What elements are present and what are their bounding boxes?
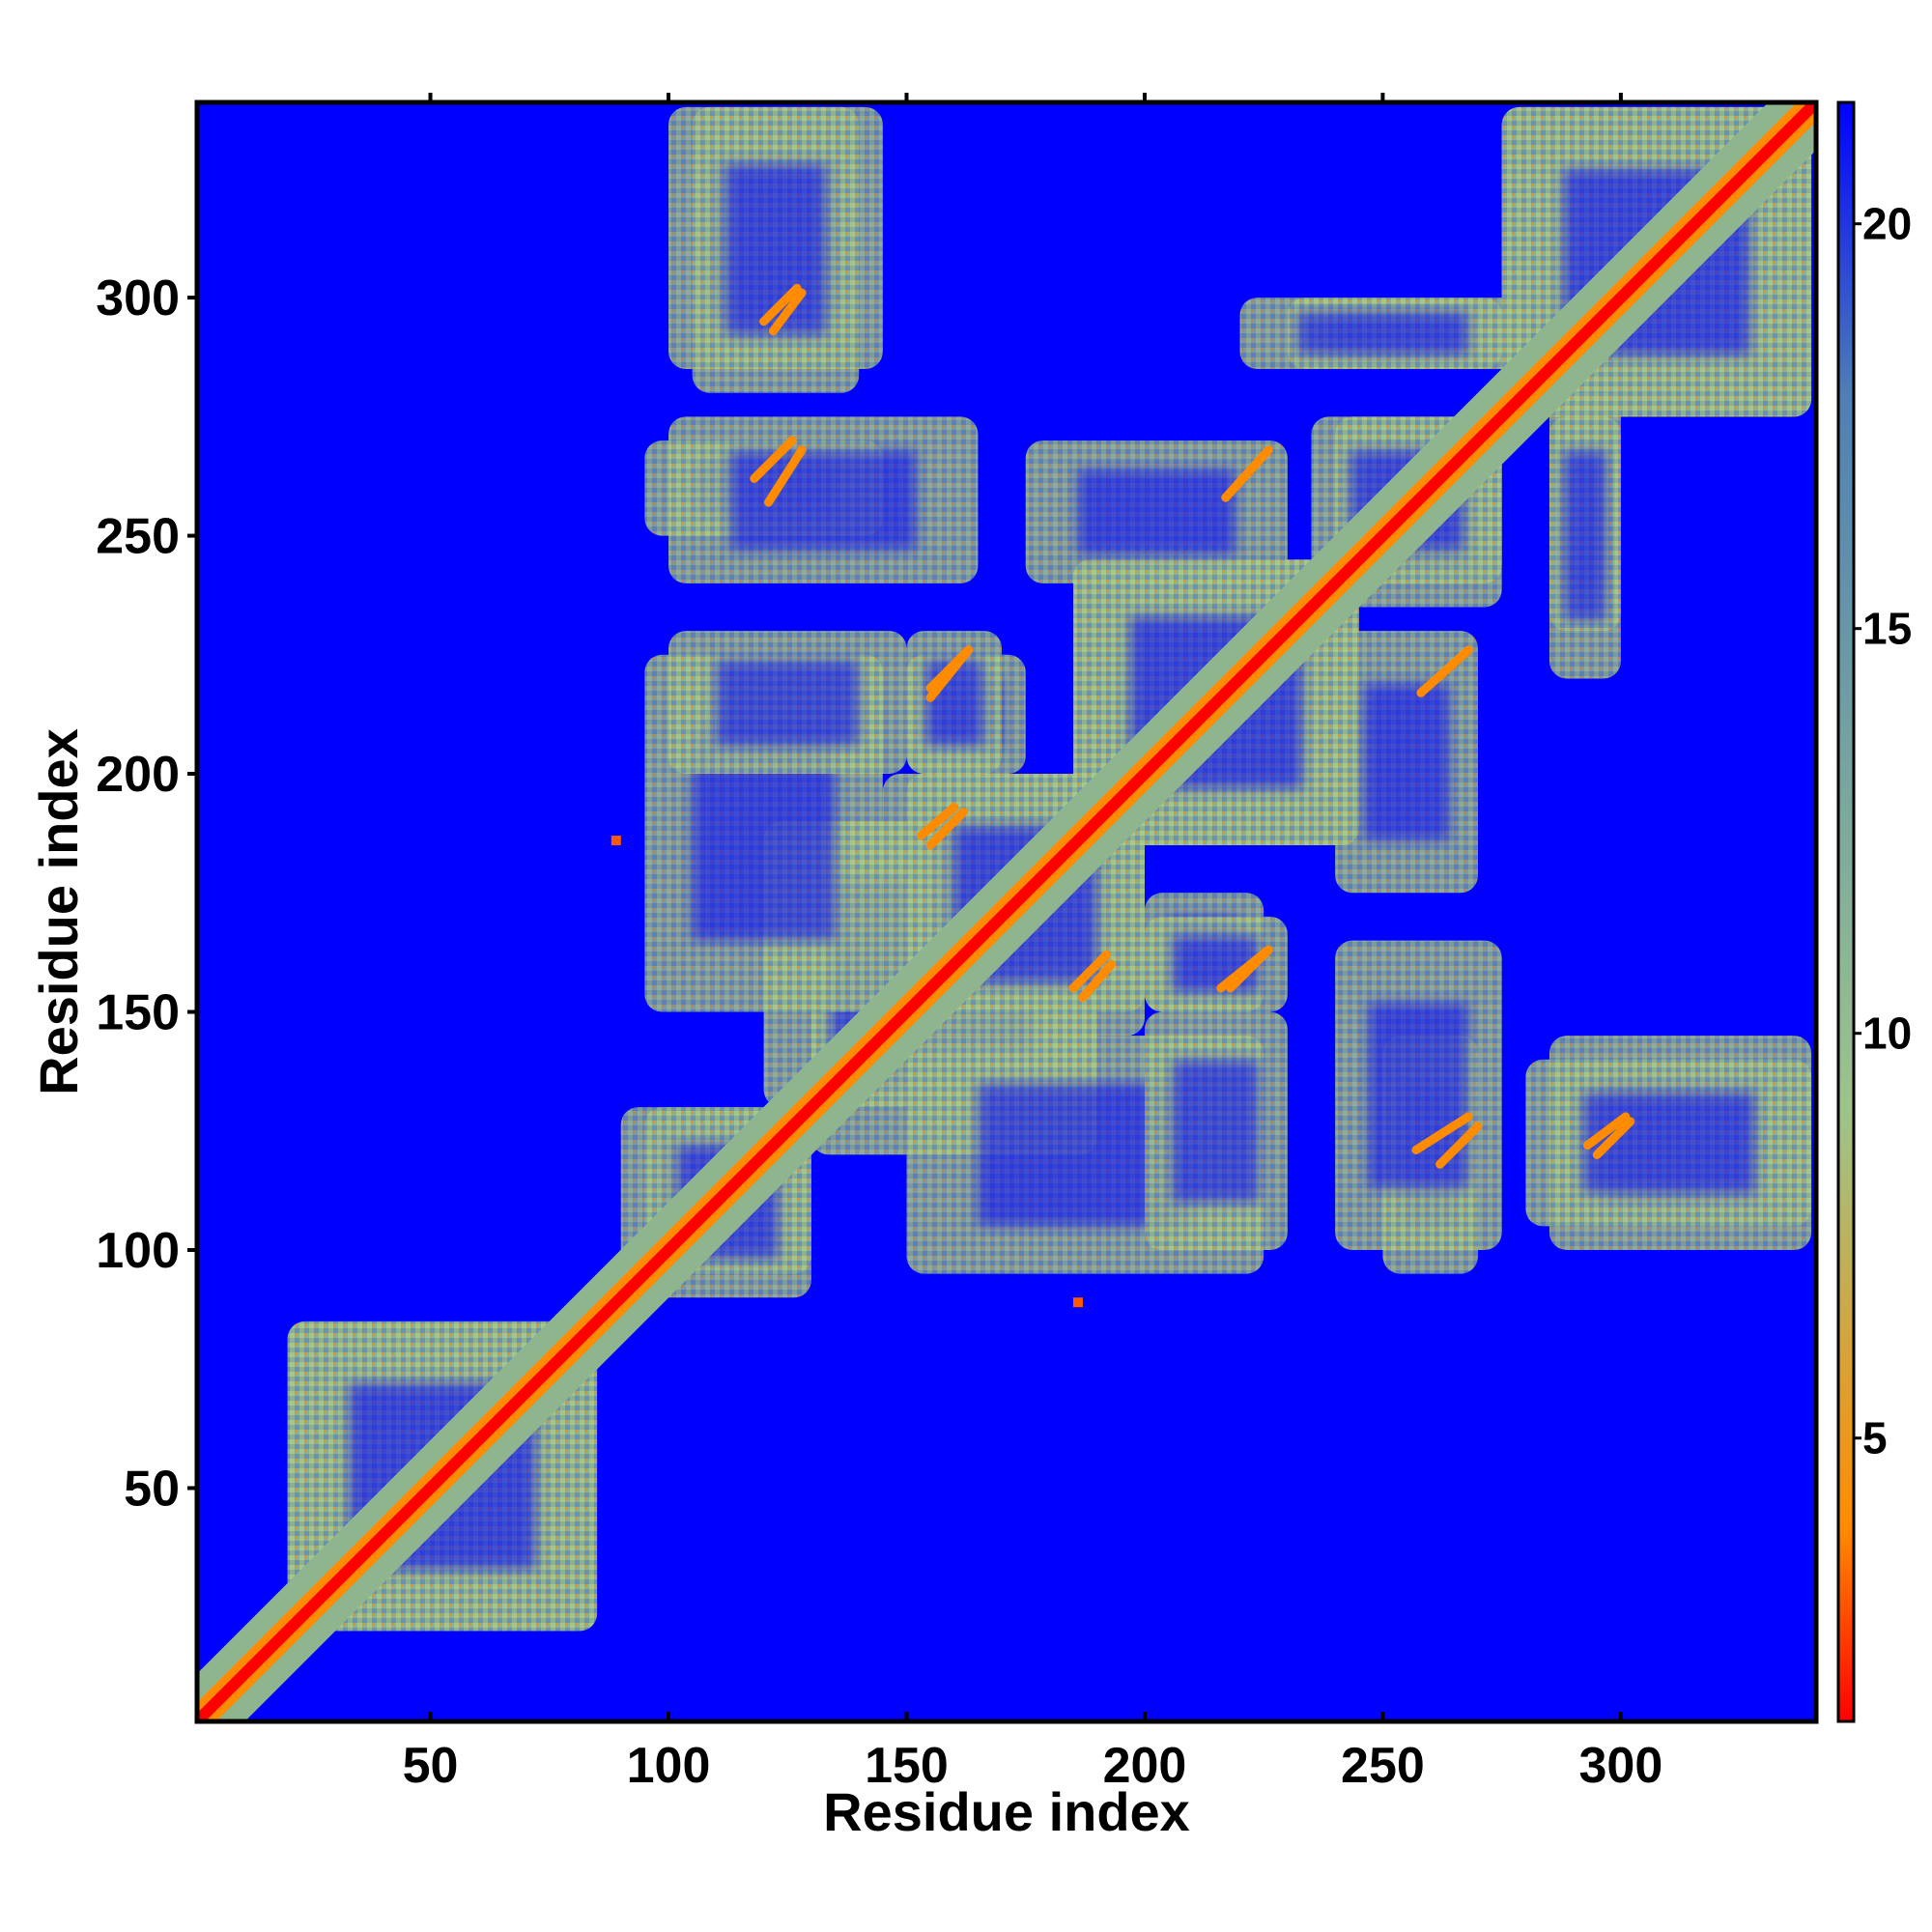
isolated-contacts xyxy=(611,836,1083,1308)
contact-region-hole-11 xyxy=(1077,469,1236,555)
short-contact-8 xyxy=(768,288,807,336)
short-contact-5-mirror xyxy=(750,436,797,483)
x-axis: 50 100 150 200 250 300 xyxy=(403,93,1663,1794)
colorbar-ticks: 5 10 15 20 xyxy=(1854,199,1912,1463)
plot-frame xyxy=(194,99,1819,1724)
short-contact-2-mirror xyxy=(1078,959,1116,1003)
short-contact-6-mirror xyxy=(759,283,802,327)
contact-region-hole-11-mirror xyxy=(1363,683,1450,841)
short-contact-3 xyxy=(1216,945,1273,993)
y-axis: 50 100 150 200 250 300 xyxy=(96,270,197,1517)
y-tick-label-100: 100 xyxy=(96,1223,180,1279)
contact-region-hole-14 xyxy=(1173,1059,1260,1203)
contact-region-hole-14-mirror xyxy=(716,659,860,746)
x-tick-label-100: 100 xyxy=(627,1738,711,1794)
contact-region-hole-17 xyxy=(1563,449,1607,622)
x-tick-label-300: 300 xyxy=(1579,1738,1663,1794)
plot-area xyxy=(194,99,1819,1724)
colorbar: 5 10 15 20 xyxy=(1836,100,1912,1723)
y-axis-title: Residue index xyxy=(28,728,89,1095)
x-axis-title: Residue index xyxy=(823,1781,1190,1842)
colorbar-gradient xyxy=(1836,100,1856,1723)
short-contact-6 xyxy=(1592,1117,1635,1159)
y-tick-label-300: 300 xyxy=(96,270,180,327)
short-contact-0-mirror xyxy=(1416,645,1473,697)
contact-region-hole-13-mirror xyxy=(730,449,917,551)
short-contact-0 xyxy=(1221,445,1273,502)
contact-region-hole-13 xyxy=(1368,1002,1469,1188)
colorbar-tick-label-15: 15 xyxy=(1862,604,1912,654)
x-tick-label-150: 150 xyxy=(865,1738,949,1794)
diagonal-band xyxy=(197,102,1816,1721)
isolated-contact-1 xyxy=(1072,1297,1083,1308)
y-tick-label-200: 200 xyxy=(96,747,180,803)
short-contact-4 xyxy=(1068,950,1112,993)
short-contact-5 xyxy=(1435,1122,1483,1169)
y-tick-label-250: 250 xyxy=(96,509,180,565)
y-tick-label-150: 150 xyxy=(96,985,180,1041)
x-tick-label-250: 250 xyxy=(1341,1738,1425,1794)
contact-region-hole-17-mirror xyxy=(1296,311,1469,355)
x-tick-label-50: 50 xyxy=(403,1738,459,1794)
colorbar-tick-label-10: 10 xyxy=(1862,1009,1912,1059)
short-contact-8-mirror xyxy=(1582,1112,1631,1151)
short-contact-4-mirror xyxy=(925,807,969,850)
x-tick-label-200: 200 xyxy=(1103,1738,1187,1794)
colorbar-tick-label-5: 5 xyxy=(1862,1413,1888,1463)
short-contact-7-mirror xyxy=(1411,1112,1473,1154)
short-contact-7 xyxy=(764,445,807,507)
colorbar-tick-label-20: 20 xyxy=(1862,199,1912,249)
y-tick-label-50: 50 xyxy=(124,1461,180,1517)
isolated-contact-0 xyxy=(611,836,621,846)
diagonal-core xyxy=(197,102,1816,1721)
short-contact-3-mirror xyxy=(925,645,974,702)
short-contact-2 xyxy=(916,803,959,840)
